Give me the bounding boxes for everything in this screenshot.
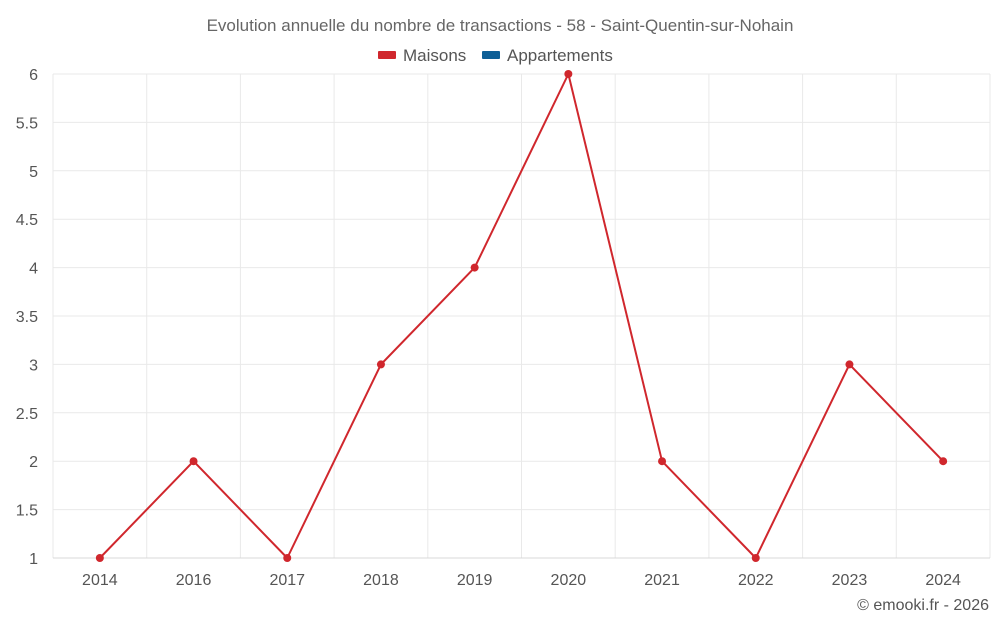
y-tick-label: 3.5 — [16, 309, 38, 326]
y-tick-label: 6 — [29, 67, 38, 84]
data-point-maisons[interactable] — [939, 457, 948, 466]
data-point-maisons[interactable] — [95, 554, 104, 562]
legend-label-appartements: Appartements — [507, 46, 613, 65]
data-point-maisons[interactable] — [658, 457, 667, 466]
x-tick-label: 2014 — [82, 572, 118, 589]
series-line-maisons — [99, 73, 944, 559]
x-tick-label: 2024 — [925, 572, 961, 589]
y-axis-ticks: 1 1.5 2 2.5 3 3.5 4 4.5 5 5.5 6 — [16, 67, 38, 568]
series-layer — [95, 70, 948, 562]
x-tick-label: 2017 — [269, 572, 305, 589]
y-tick-label: 4 — [29, 261, 38, 278]
legend-swatch-maisons — [378, 51, 396, 59]
data-point-maisons[interactable] — [189, 457, 198, 466]
y-tick-label: 5 — [29, 164, 38, 181]
data-point-maisons[interactable] — [470, 263, 479, 272]
data-point-maisons[interactable] — [751, 554, 760, 562]
y-tick-label: 2.5 — [16, 406, 38, 423]
y-tick-label: 2 — [29, 454, 38, 471]
legend-item-appartements[interactable]: Appartements — [482, 46, 613, 65]
y-tick-label: 1.5 — [16, 503, 38, 520]
x-tick-label: 2021 — [644, 572, 680, 589]
credit-text: © emooki.fr - 2026 — [857, 597, 989, 614]
x-tick-label: 2019 — [457, 572, 493, 589]
legend[interactable]: Maisons Appartements — [378, 46, 613, 65]
data-point-maisons[interactable] — [845, 360, 854, 369]
x-tick-label: 2022 — [738, 572, 774, 589]
legend-label-maisons: Maisons — [403, 46, 466, 65]
x-axis-ticks: 2014 2016 2017 2018 2019 2020 2021 2022 2023 2024 — [82, 572, 961, 589]
y-tick-label: 4.5 — [16, 212, 38, 229]
y-tick-label: 1 — [29, 551, 38, 568]
x-tick-label: 2018 — [363, 572, 399, 589]
x-tick-label: 2023 — [832, 572, 868, 589]
data-point-maisons[interactable] — [376, 360, 385, 369]
x-tick-label: 2020 — [551, 572, 587, 589]
x-tick-label: 2016 — [176, 572, 212, 589]
chart-title: Evolution annuelle du nombre de transact… — [207, 16, 794, 35]
data-point-maisons[interactable] — [283, 554, 292, 562]
data-point-maisons[interactable] — [564, 70, 573, 78]
y-tick-label: 3 — [29, 357, 38, 374]
x-gridlines — [52, 74, 991, 558]
legend-swatch-appartements — [482, 51, 500, 59]
y-tick-label: 5.5 — [16, 115, 38, 132]
legend-item-maisons[interactable]: Maisons — [378, 46, 466, 65]
